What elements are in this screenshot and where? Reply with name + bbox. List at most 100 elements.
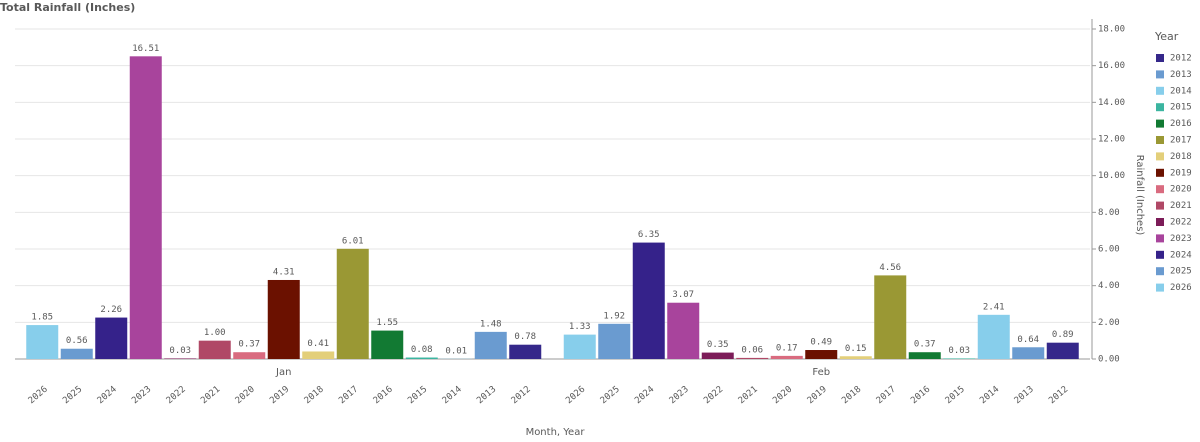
bar <box>701 352 734 359</box>
y-tick-label: 10.00 <box>1098 171 1125 181</box>
value-label: 0.17 <box>776 343 798 353</box>
value-label: 0.56 <box>66 336 88 346</box>
x-tick-label: 2024 <box>96 385 119 407</box>
bar <box>198 340 231 359</box>
value-label: 1.85 <box>31 313 53 323</box>
x-tick-label: 2023 <box>130 385 153 407</box>
legend-label: 2013 <box>1170 70 1192 80</box>
bar <box>129 56 162 360</box>
legend-label: 2020 <box>1170 185 1192 195</box>
value-label: 1.00 <box>204 328 226 338</box>
bar <box>770 355 803 359</box>
x-tick-label: 2025 <box>61 385 84 407</box>
legend-label: 2019 <box>1170 168 1192 178</box>
bar <box>336 248 369 359</box>
x-tick-label: 2021 <box>737 385 760 407</box>
bar <box>60 348 93 359</box>
bar <box>1046 342 1079 359</box>
x-tick-label: 2018 <box>303 385 326 407</box>
bar <box>1012 347 1045 359</box>
y-tick-label: 6.00 <box>1098 245 1120 255</box>
bar <box>805 350 838 359</box>
y-tick-label: 14.00 <box>1098 98 1125 108</box>
category-label: Jan <box>275 367 291 378</box>
legend-swatch <box>1156 136 1164 144</box>
bar <box>26 325 59 359</box>
legend-swatch <box>1156 283 1164 292</box>
x-tick-label: 2025 <box>599 385 622 407</box>
legend-label: 2012 <box>1170 54 1192 64</box>
value-label: 0.37 <box>238 340 260 350</box>
value-label: 0.15 <box>845 344 867 354</box>
legend-swatch <box>1156 168 1164 177</box>
value-label: 2.26 <box>100 305 122 315</box>
value-label: 0.64 <box>1017 335 1039 345</box>
x-tick-label: 2014 <box>441 385 464 407</box>
bar <box>371 330 404 359</box>
legend-swatch <box>1156 54 1164 62</box>
y-tick-label: 8.00 <box>1098 208 1120 218</box>
legend-label: 2018 <box>1170 152 1192 162</box>
legend-swatch <box>1156 201 1164 210</box>
bar <box>233 352 266 359</box>
bar <box>839 356 872 359</box>
value-label: 0.35 <box>707 340 729 350</box>
bar <box>667 302 700 359</box>
x-axis-title: Month, Year <box>526 427 586 438</box>
value-label: 16.51 <box>132 44 159 54</box>
legend-label: 2021 <box>1170 201 1192 211</box>
y-axis-title: Rainfall (Inches) <box>1134 155 1145 236</box>
legend-swatch <box>1156 152 1164 161</box>
value-label: 1.55 <box>376 318 398 328</box>
x-tick-label: 2020 <box>234 385 257 407</box>
x-tick-label: 2015 <box>944 385 967 407</box>
bar <box>95 317 128 359</box>
bar <box>164 358 197 359</box>
bar <box>977 314 1010 359</box>
bar <box>943 358 976 359</box>
bar <box>598 323 631 359</box>
x-tick-label: 2024 <box>633 385 656 407</box>
legend-swatch <box>1156 70 1164 79</box>
x-tick-label: 2026 <box>564 385 587 407</box>
value-label: 0.89 <box>1052 330 1074 340</box>
x-tick-label: 2020 <box>771 385 794 407</box>
legend-swatch <box>1156 234 1164 243</box>
bar <box>267 279 300 359</box>
value-label: 0.01 <box>445 346 467 356</box>
y-tick-label: 4.00 <box>1098 281 1120 291</box>
x-tick-label: 2014 <box>978 385 1001 407</box>
value-label: 1.48 <box>480 319 502 329</box>
x-tick-label: 2016 <box>909 385 932 407</box>
value-label: 6.01 <box>342 236 364 246</box>
x-tick-label: 2016 <box>372 385 395 407</box>
bar <box>509 344 542 359</box>
x-tick-label: 2017 <box>875 385 898 407</box>
x-tick-label: 2012 <box>510 385 533 407</box>
value-label: 0.08 <box>411 345 433 355</box>
category-label: Feb <box>812 367 830 378</box>
legend-swatch <box>1156 250 1164 259</box>
bar <box>736 357 769 359</box>
bar <box>874 275 907 359</box>
x-tick-label: 2022 <box>702 385 725 407</box>
value-label: 4.31 <box>273 267 295 277</box>
value-label: 6.35 <box>638 230 660 240</box>
legend-label: 2026 <box>1170 283 1192 293</box>
legend-label: 2024 <box>1170 250 1192 260</box>
value-label: 0.37 <box>914 340 936 350</box>
value-label: 0.06 <box>741 345 763 355</box>
x-tick-label: 2021 <box>199 385 222 407</box>
legend-label: 2023 <box>1170 234 1192 244</box>
legend-swatch <box>1156 218 1164 226</box>
y-tick-label: 2.00 <box>1098 318 1120 328</box>
legend-swatch <box>1156 103 1164 112</box>
x-tick-label: 2013 <box>475 385 498 407</box>
y-tick-label: 16.00 <box>1098 61 1125 71</box>
value-label: 1.92 <box>603 311 625 321</box>
value-label: 0.49 <box>810 338 832 348</box>
legend-title: Year <box>1154 30 1179 43</box>
value-label: 0.78 <box>514 332 536 342</box>
legend-label: 2016 <box>1170 119 1192 129</box>
bar <box>632 242 665 359</box>
